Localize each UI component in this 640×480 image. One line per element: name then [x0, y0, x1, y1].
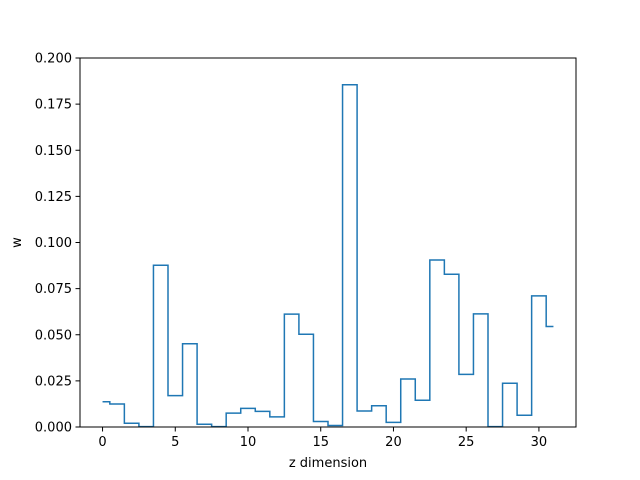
axis-ticks: 0 5 10 15 20 25 30 0.000 0.025 0.050 0.075 0.100 0.1… — [35, 52, 547, 451]
x-tick-label: 30 — [531, 435, 548, 450]
x-tick-label: 15 — [312, 435, 329, 450]
y-axis-label: w — [10, 237, 25, 248]
y-tick-label: 0.025 — [35, 374, 72, 389]
y-tick-label: 0.150 — [35, 144, 72, 159]
x-tick-label: 25 — [458, 435, 475, 450]
y-tick-label: 0.100 — [35, 236, 72, 251]
y-tick-label: 0.125 — [35, 190, 72, 205]
x-axis-label: z dimension — [289, 456, 367, 471]
y-tick-label: 0.175 — [35, 98, 72, 113]
y-tick-label: 0.000 — [35, 421, 72, 436]
series-step-line — [102, 84, 554, 427]
y-tick-label: 0.075 — [35, 282, 72, 297]
x-tick-label: 0 — [98, 435, 106, 450]
x-tick-label: 20 — [385, 435, 402, 450]
axes-frame — [79, 57, 577, 428]
x-tick-label: 10 — [240, 435, 257, 450]
y-tick-label: 0.050 — [35, 328, 72, 343]
plot-area — [102, 84, 554, 427]
y-tick-label: 0.200 — [35, 52, 72, 67]
x-tick-label: 5 — [171, 435, 179, 450]
